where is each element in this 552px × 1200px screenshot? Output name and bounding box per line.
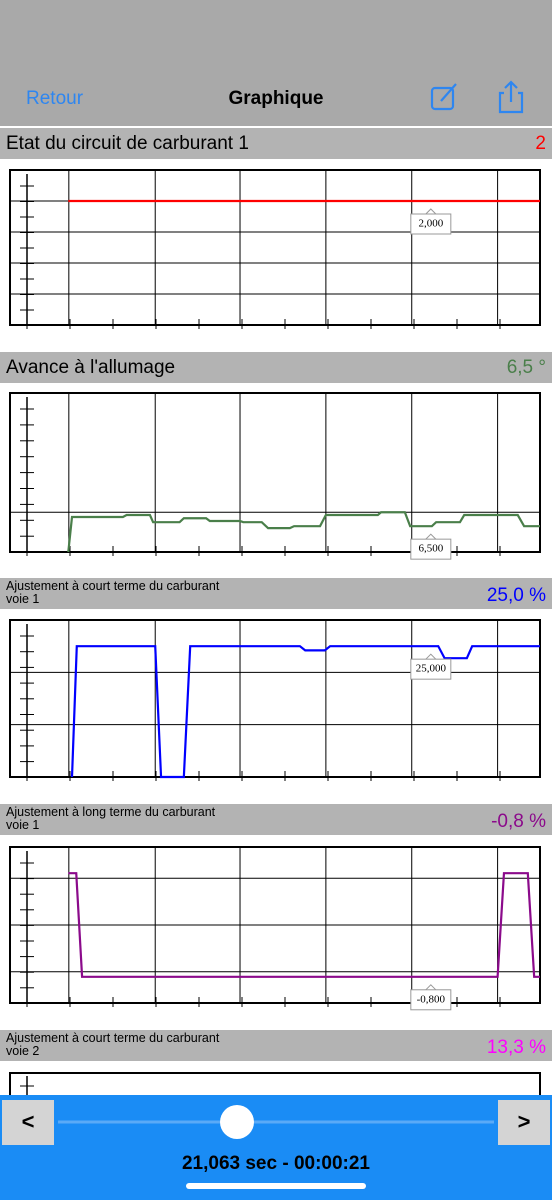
home-indicator [186,1183,366,1189]
section-bar [0,804,552,835]
cursor-label: 25,000 [416,663,447,675]
slider-knob[interactable] [220,1105,254,1139]
cursor-pointer [424,533,438,541]
section-bar [0,352,552,383]
nav-bar [0,0,552,126]
edit-icon[interactable] [430,83,457,111]
plot-frame [9,619,541,778]
cursor-box [410,989,452,1011]
prev-button[interactable]: < [22,1109,35,1134]
plot-frame [9,169,541,326]
section-title: Ajustement à court terme du carburant voi… [6,579,220,606]
section-title: Ajustement à long terme du carburant voie… [6,805,216,832]
section-bar [0,1030,552,1061]
nav-title: Graphique [228,88,323,109]
bottom-bar [0,1095,552,1200]
panels: Etat du circuit de carburant 1 2 2,000 Avan… [0,128,552,1134]
cursor-label: 2,000 [418,218,443,230]
section-bar [0,128,552,159]
section-title: Ajustement à court terme du carburant voi… [6,1031,220,1058]
cursor-label: 6,500 [418,543,443,555]
current-value: 6,5 ° [507,357,546,378]
cursor-box [410,658,452,680]
current-value: 13,3 % [487,1037,546,1058]
back-button[interactable]: Retour [26,88,84,109]
plot-frame [9,392,541,553]
next-button[interactable]: > [518,1109,531,1134]
cursor-label: -0,800 [417,993,446,1005]
current-value: 25,0 % [487,585,546,606]
time-label: 21,063 sec - 00:00:21 [182,1153,370,1174]
series-line [68,872,540,978]
section-bar [0,578,552,609]
next-button-bg[interactable] [498,1100,550,1145]
cursor-box [410,213,452,235]
current-value: -0,8 % [491,811,546,832]
section-title: Avance à l'allumage [6,357,175,378]
series-line [70,645,540,779]
series-line [67,511,540,553]
cursor-box [410,538,452,560]
share-icon[interactable] [498,80,524,114]
prev-button-bg[interactable] [2,1100,54,1145]
current-value: 2 [535,133,546,154]
section-title: Etat du circuit de carburant 1 [6,133,249,154]
